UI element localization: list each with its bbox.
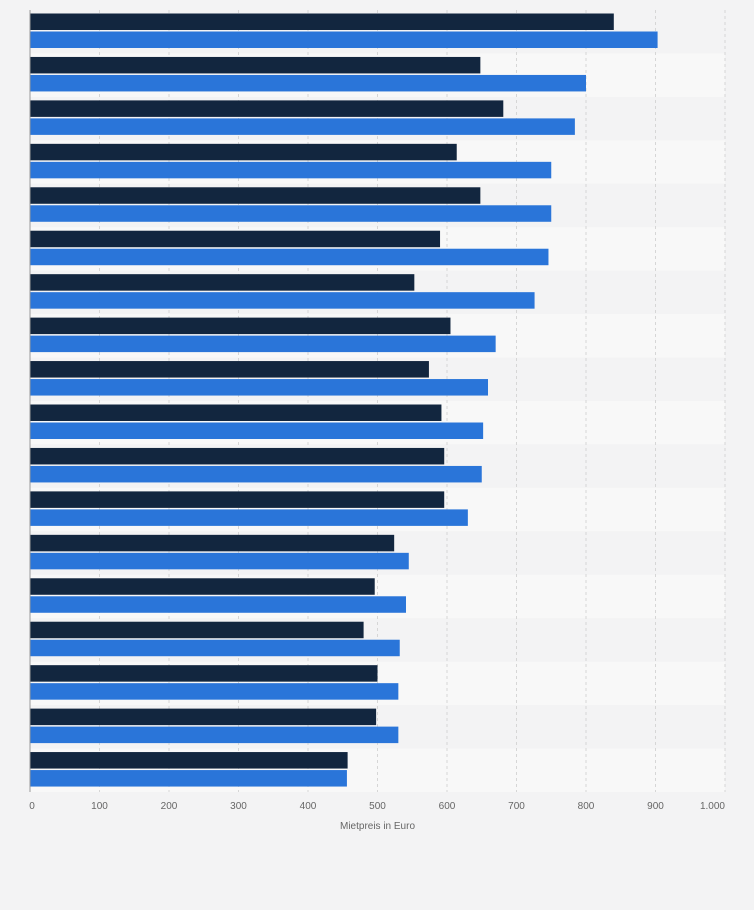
x-tick-label: 0 [29, 801, 35, 812]
x-tick-label: 400 [300, 801, 317, 812]
bar [30, 770, 347, 787]
bar [30, 13, 614, 30]
bar [30, 292, 535, 309]
bar [30, 118, 575, 135]
x-tick-label: 200 [161, 801, 178, 812]
bar [30, 708, 377, 726]
bar [30, 578, 375, 595]
bar [30, 100, 504, 117]
bar [30, 248, 549, 266]
x-tick-label: 900 [647, 801, 664, 812]
bar [30, 621, 364, 639]
bar [30, 205, 552, 222]
bar [30, 665, 378, 682]
x-tick-label: 800 [578, 801, 595, 812]
x-axis-title: Mietpreis in Euro [340, 821, 415, 832]
bar [30, 509, 468, 526]
x-tick-label: 600 [439, 801, 456, 812]
bar [30, 161, 552, 179]
bar [30, 491, 445, 508]
bar [30, 274, 415, 291]
bar [30, 187, 481, 204]
bar [30, 56, 481, 74]
bar [30, 74, 586, 92]
bar [30, 31, 658, 48]
bar [30, 465, 482, 483]
bar [30, 552, 409, 570]
bar [30, 143, 457, 161]
bar [30, 752, 348, 769]
bar [30, 534, 395, 552]
x-tick-label: 100 [91, 801, 108, 812]
bar [30, 596, 406, 613]
x-tick-label: 500 [369, 801, 386, 812]
bar [30, 639, 400, 657]
bar [30, 683, 399, 700]
bar [30, 317, 451, 335]
bar [30, 335, 496, 353]
bar [30, 230, 441, 248]
x-tick-label: 700 [508, 801, 525, 812]
bar [30, 726, 399, 744]
bar [30, 422, 484, 439]
bar [30, 404, 442, 421]
x-tick-label: 300 [230, 801, 247, 812]
bar [30, 361, 429, 378]
x-tick-label: 1.000 [700, 801, 725, 812]
bar [30, 447, 445, 465]
bar [30, 379, 489, 396]
